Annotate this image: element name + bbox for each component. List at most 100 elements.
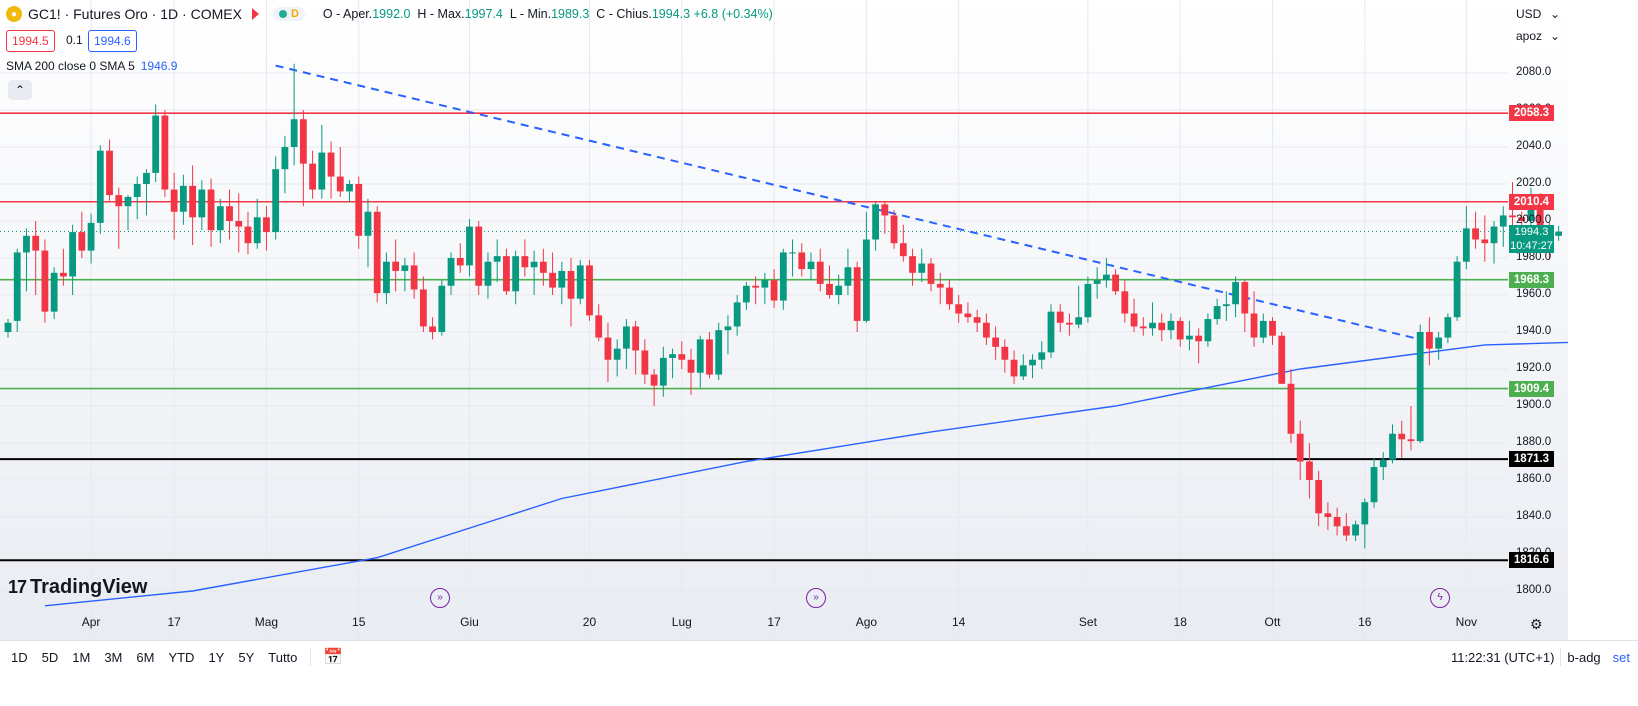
adjustment-toggle[interactable]: b-adg <box>1567 649 1601 665</box>
collapse-legend-button[interactable]: ⌃ <box>8 80 32 100</box>
lightning-icon[interactable]: ϟ <box>1430 588 1450 608</box>
candle-body <box>918 263 926 273</box>
candle-body <box>696 339 704 373</box>
candle-body <box>733 302 741 327</box>
candle-body <box>1149 322 1156 329</box>
candle-body <box>503 256 510 292</box>
candle-body <box>964 313 972 318</box>
candle-body <box>4 322 12 332</box>
candle-body <box>235 221 243 227</box>
ohlc-high: 1997.4 <box>464 7 503 21</box>
candle-body <box>226 206 233 221</box>
candle-body <box>392 261 400 271</box>
candle-body <box>770 280 778 301</box>
candle-body <box>586 265 593 316</box>
candle-body <box>992 337 1000 347</box>
candle-body <box>521 256 529 268</box>
candle-body <box>309 163 316 190</box>
divider <box>310 648 312 666</box>
candle-body <box>982 322 990 338</box>
clock[interactable]: 11:22:31 (UTC+1) <box>1450 649 1555 665</box>
bar-countdown: 10:47:27 <box>1510 239 1553 252</box>
event-marker-icon[interactable]: » <box>806 588 826 608</box>
scale-dropdown[interactable]: apoz ⌄ <box>1512 26 1564 46</box>
candle-body <box>1186 335 1193 340</box>
timeframe-button[interactable]: 5Y <box>238 649 255 665</box>
level-price-tag: 2058.3 <box>1509 105 1554 122</box>
sell-button[interactable]: 1994.5 <box>6 30 55 52</box>
candle-body <box>1481 239 1489 244</box>
candle-body <box>281 147 289 170</box>
timeframe-button[interactable]: 1M <box>72 649 91 665</box>
candle-body <box>401 265 409 271</box>
candle-body <box>1213 306 1221 320</box>
candle-body <box>807 261 815 270</box>
currency-dropdown[interactable]: USD ⌄ <box>1512 4 1564 24</box>
candle-body <box>604 337 612 360</box>
candle-body <box>1389 433 1396 460</box>
candle-body <box>687 359 695 373</box>
timeframe-button[interactable]: 3M <box>104 649 123 665</box>
candle-body <box>106 150 113 196</box>
settlement-toggle[interactable]: set <box>1612 649 1630 665</box>
buy-button[interactable]: 1994.6 <box>88 30 137 52</box>
sma-legend[interactable]: SMA 200 close 0 SMA 5 1946.9 <box>6 59 177 73</box>
y-tick-label: 2040.0 <box>1516 140 1552 152</box>
candle-body <box>669 354 676 358</box>
candle-body <box>1232 282 1239 305</box>
plot-area[interactable] <box>0 0 1568 640</box>
candle-body <box>512 256 520 292</box>
candle-body <box>383 261 390 294</box>
timeframe-button[interactable]: YTD <box>168 649 195 665</box>
ohlc-close: 1994.3 <box>651 7 691 21</box>
candle-body <box>69 232 77 277</box>
bottom-toolbar: 1D 5D 1M 3M 6M YTD 1Y 5Y Tutto 📅 11:22:31 (UTC+1… <box>0 640 1638 673</box>
flag-icon[interactable] <box>251 8 259 20</box>
y-tick-label: 1960.0 <box>1516 288 1552 300</box>
candle-body <box>124 196 132 207</box>
candle-body <box>161 115 169 190</box>
x-tick-label: 20 <box>582 615 597 629</box>
x-tick-label: 17 <box>167 615 181 629</box>
candle-body <box>955 304 963 314</box>
candle-body <box>853 267 861 321</box>
candle-body <box>1250 313 1258 338</box>
x-tick-label: Mag <box>254 615 279 629</box>
timeframe-button[interactable]: 1D <box>11 649 28 665</box>
candle-body <box>1158 322 1166 331</box>
candle-body <box>1453 261 1461 318</box>
market-status-pill[interactable]: D <box>272 7 305 21</box>
level-price-tag: 1871.3 <box>1509 451 1554 468</box>
candle-body <box>1555 231 1563 236</box>
candle-body <box>632 326 640 351</box>
calendar-goto-icon[interactable]: 📅 <box>323 649 344 666</box>
candle-body <box>466 226 473 266</box>
candle-body <box>419 289 427 327</box>
candle-body <box>198 189 206 218</box>
timeframe-button[interactable]: 1Y <box>208 649 225 665</box>
candle-body <box>798 252 806 270</box>
candle-body <box>1315 480 1323 514</box>
symbol-title[interactable]: GC1! · Futures Oro · 1D · COMEX <box>28 6 242 22</box>
timeframe-button[interactable]: 6M <box>136 649 155 665</box>
tradingview-logo: 17 TradingView <box>8 576 148 598</box>
candle-body <box>59 272 67 277</box>
current-price-tag: 1994.3 10:47:27 <box>1509 224 1554 253</box>
candle-body <box>1324 513 1332 517</box>
candle-body <box>1416 332 1424 442</box>
candle-body <box>336 176 344 192</box>
candle-body <box>346 184 353 192</box>
gear-icon[interactable]: ⚙ <box>1530 616 1543 632</box>
price-chart[interactable] <box>0 0 1568 640</box>
candle-body <box>567 270 575 299</box>
candle-body <box>844 267 852 286</box>
candle-body <box>1259 320 1267 338</box>
timeframe-button[interactable]: 5D <box>41 649 59 665</box>
candle-body <box>1361 502 1369 525</box>
candle-body <box>475 226 483 286</box>
timeframe-button[interactable]: Tutto <box>268 649 298 665</box>
event-marker-icon[interactable]: » <box>430 588 450 608</box>
candle-body <box>410 265 418 290</box>
x-tick-label: 16 <box>1358 615 1372 629</box>
candle-body <box>1093 280 1101 284</box>
